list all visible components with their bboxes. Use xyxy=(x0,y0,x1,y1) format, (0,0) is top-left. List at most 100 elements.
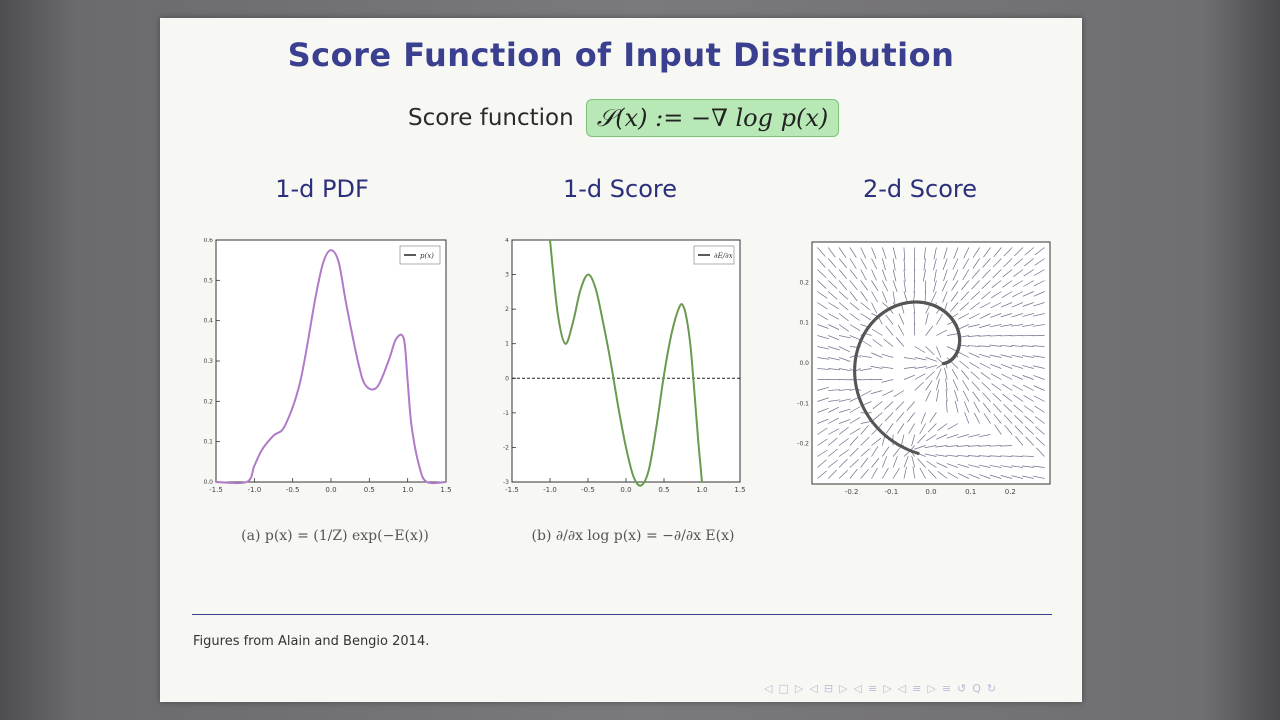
nav-icon-4[interactable]: ⊟ xyxy=(823,682,834,695)
quiver-arrow xyxy=(958,351,970,358)
quiver-arrow xyxy=(961,369,970,380)
quiver-arrow xyxy=(860,313,871,321)
quiver-arrow xyxy=(827,258,837,268)
quiver-arrow xyxy=(992,258,1002,268)
quiver-arrow xyxy=(849,313,860,321)
quiver-arrow xyxy=(817,368,830,370)
quiver-arrow xyxy=(1033,375,1045,380)
quiver-arrow xyxy=(849,269,858,280)
quiver-arrow xyxy=(849,417,861,424)
quiver-arrow xyxy=(1022,375,1034,380)
quiver-arrow xyxy=(1000,313,1013,318)
quiver-arrow xyxy=(967,455,980,457)
quiver-arrow xyxy=(817,459,827,468)
quiver-arrow xyxy=(972,258,980,269)
quiver-arrow xyxy=(817,386,829,391)
quiver-arrow xyxy=(1022,291,1034,297)
quiver-arrow xyxy=(1011,324,1024,327)
nav-icon-10[interactable]: ≡ xyxy=(912,682,922,695)
quiver-arrow xyxy=(849,428,861,435)
quiver-arrow xyxy=(942,291,948,303)
nav-icon-5[interactable]: ▷ xyxy=(839,682,848,695)
nav-icon-14[interactable]: Q xyxy=(972,682,981,695)
quiver-arrow xyxy=(1024,415,1034,424)
nav-icon-8[interactable]: ▷ xyxy=(883,682,892,695)
quiver-arrow xyxy=(914,357,927,361)
quiver-arrow xyxy=(1013,269,1024,277)
quiver-arrow xyxy=(838,458,848,468)
quiver-arrow xyxy=(1033,302,1045,307)
nav-icon-2[interactable]: ▷ xyxy=(794,682,804,695)
nav-icon-15[interactable]: ↻ xyxy=(986,682,997,695)
quiver-arrow xyxy=(1035,437,1045,446)
quiver-arrow xyxy=(945,400,948,413)
quiver-arrow xyxy=(924,453,937,457)
score-2d-chart: -0.2 -0.1 0.0 0.1 0.2 0.2 0.1 0.0 -0.1 -0.2 xyxy=(797,241,1051,496)
quiver-arrow xyxy=(897,324,905,336)
quiver-arrow xyxy=(828,324,840,330)
quiver-arrow xyxy=(838,335,851,339)
quiver-arrow xyxy=(946,454,959,457)
nav-icon-0[interactable]: ◁ xyxy=(764,682,773,695)
quiver-arrow xyxy=(828,437,838,446)
quiver-arrow xyxy=(989,464,1002,468)
nav-icon-11[interactable]: ▷ xyxy=(927,682,936,695)
quiver-arrow xyxy=(1023,269,1034,277)
quiver-arrow xyxy=(990,373,1002,380)
quiver-arrow xyxy=(828,399,841,402)
quiver-arrow xyxy=(885,314,894,325)
quiver-arrow xyxy=(1024,247,1034,256)
quiver-arrow xyxy=(892,446,901,457)
quiver-arrow xyxy=(946,434,959,439)
quiver-arrow xyxy=(838,280,848,290)
quiver-arrow xyxy=(881,269,887,281)
quiver-arrow xyxy=(957,434,969,438)
quiver-arrow xyxy=(1011,345,1023,347)
quiver-arrow xyxy=(828,302,839,310)
nav-icon-3[interactable]: ◁ xyxy=(809,682,818,695)
slide-title: Score Function of Input Distribution xyxy=(287,36,955,74)
quiver-arrow xyxy=(919,467,926,479)
quiver-arrow xyxy=(1015,435,1024,446)
x-tick-label: 0.0 xyxy=(325,486,336,494)
quiver-arrow xyxy=(903,291,908,303)
quiver-arrow xyxy=(838,258,847,268)
quiver-arrow xyxy=(839,388,851,391)
quiver-arrow xyxy=(838,313,849,322)
beamer-navigation[interactable]: ◁ □ ▷ ◁ ⊟ ▷ ◁ ≡ ▷ ◁ ≡ ▷ ≡ ↺ Q ↻ xyxy=(764,682,996,695)
y-tick-label: 0.0 xyxy=(203,479,213,486)
nav-icon-12[interactable]: ≡ xyxy=(941,682,952,695)
nav-icon-7[interactable]: ≡ xyxy=(867,682,878,695)
y-tick-label: 3 xyxy=(505,272,509,279)
nav-icon-9[interactable]: ◁ xyxy=(897,682,907,695)
nav-icon-1[interactable]: □ xyxy=(778,682,789,695)
nav-icon-6[interactable]: ◁ xyxy=(853,682,862,695)
quiver-arrow xyxy=(1034,269,1045,276)
x-tick-label: 0.5 xyxy=(658,486,669,494)
y-tick-label: 0.0 xyxy=(799,360,809,367)
quiver-arrow xyxy=(871,280,879,291)
quiver-arrow xyxy=(885,325,894,336)
quiver-arrow xyxy=(828,313,839,320)
quiver-arrow xyxy=(1021,324,1034,327)
quiver-arrow xyxy=(1001,383,1013,391)
quiver-arrow xyxy=(1034,258,1045,266)
quiver-arrow xyxy=(1012,280,1024,287)
quiver-arrow xyxy=(992,392,1002,402)
quiver-arrow xyxy=(930,291,937,303)
quiver-arrow xyxy=(925,357,937,362)
quiver-arrow xyxy=(849,324,861,331)
quiver-arrow xyxy=(925,304,931,314)
quiver-arrow xyxy=(1023,395,1034,402)
x-tick-label: -0.1 xyxy=(884,488,898,496)
quiver-arrow xyxy=(872,339,883,347)
quiver-arrow xyxy=(871,457,880,468)
quiver-arrow xyxy=(978,445,991,447)
nav-icon-13[interactable]: ↺ xyxy=(957,682,967,695)
score-1d-chart: -1.5 -1.0 -0.5 0.0 0.5 1.0 1.5 -3 -2 -1 0 1 2 3 4 ∂E/∂x xyxy=(503,238,746,494)
quiver-arrow xyxy=(925,346,935,356)
quiver-arrow xyxy=(959,360,970,369)
quiver-arrow xyxy=(1011,354,1024,358)
quiver-arrow xyxy=(884,401,894,410)
quiver-arrow xyxy=(817,438,828,446)
